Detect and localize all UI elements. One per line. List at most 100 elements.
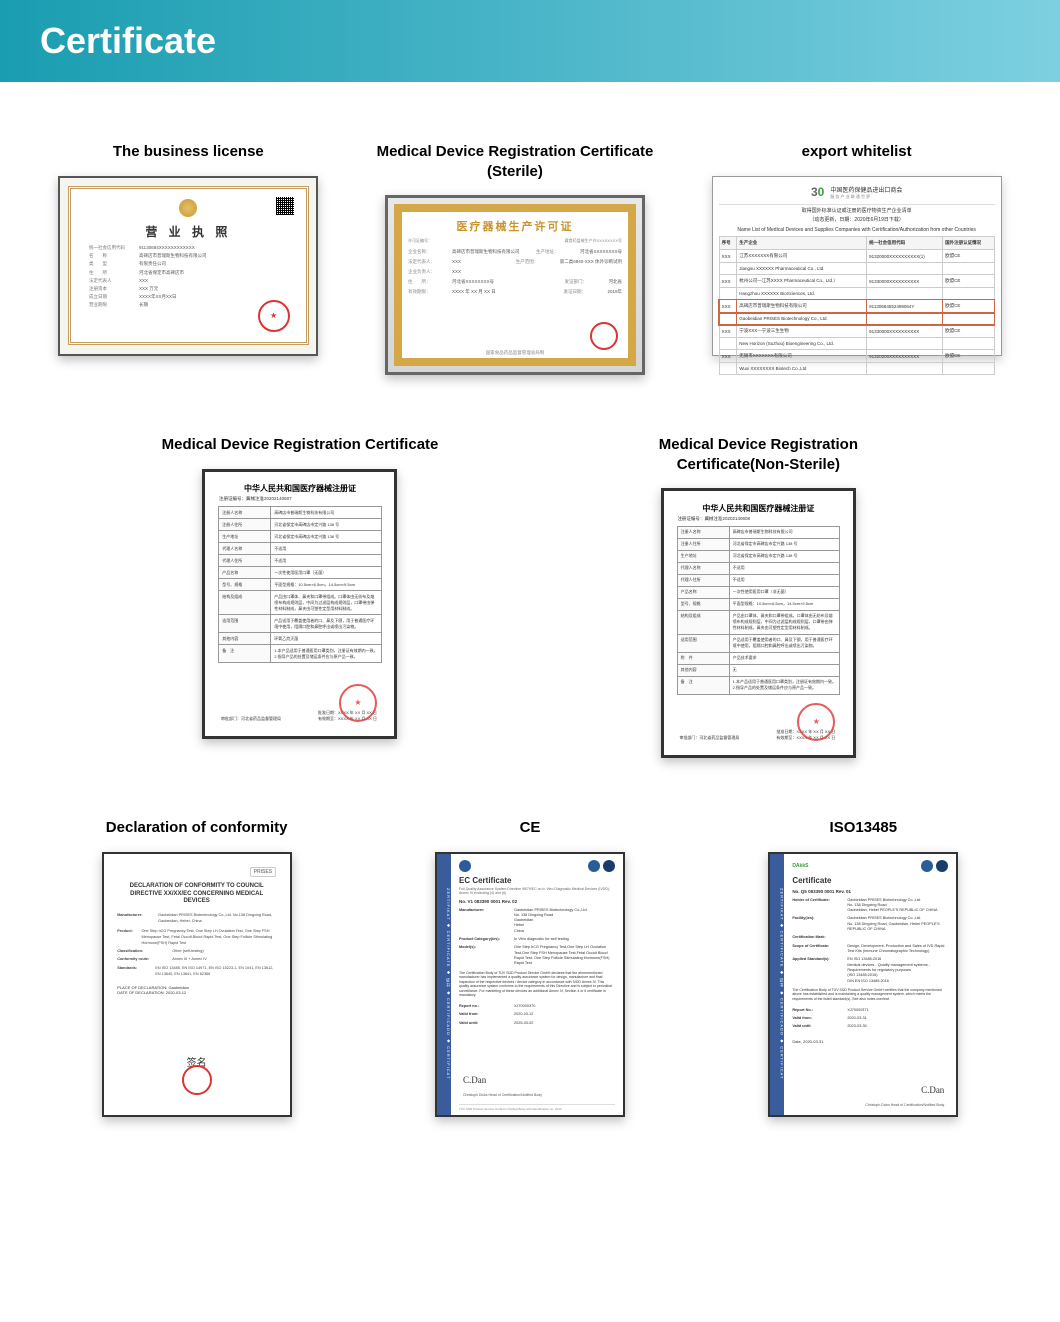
ce-fields: Manufacturer:Gaobeidian PRISES Biotechno… <box>459 908 615 967</box>
cert-row-2: Medical Device Registration Certificate … <box>30 435 1030 758</box>
cert-label: ISO13485 <box>830 818 898 838</box>
doc-date: DATE OF DECLARATION: 2020-03-12 <box>117 990 276 995</box>
cert-ce: CE ZERTIFIKAT ◆ CERTIFICATE ◆ 证书 ◆ CERTI… <box>435 818 625 1117</box>
doc-issuer: 审批部门：河北省药品监督管理局 <box>221 716 281 722</box>
badge-icon <box>588 860 600 872</box>
declaration-doc: PRISES DECLARATION OF CONFORMITY TO COUN… <box>109 859 284 1110</box>
table-header-row: 序号生产企业统一社会信用代码国外注册认证情况 <box>719 237 994 250</box>
cert-row-3: Declaration of conformity PRISES DECLARA… <box>30 818 1030 1117</box>
cert-registration-nonsterile: Medical Device Registration Certificate(… <box>618 435 898 758</box>
tuv-logo-icon <box>459 860 471 872</box>
ce-certificate-doc: ZERTIFIKAT ◆ CERTIFICATE ◆ 证书 ◆ CERTIFIC… <box>437 854 623 1115</box>
iso-body: The Certification Body of TÜV SÜD Produc… <box>792 988 948 1002</box>
signature-name: Christoph Dicks Head of Certification/No… <box>463 1093 542 1097</box>
declaration-fields: Manufacturer:Gaobeidian PRISES Biotechno… <box>117 912 276 977</box>
tuv-sidebar: ZERTIFIKAT ◆ CERTIFICATE ◆ 证书 ◆ CERTIFIC… <box>437 854 451 1115</box>
doc-footer: TÜV SÜD Product Service GmbH is Notified… <box>459 1104 615 1111</box>
doc-subtitle: Full Quality Assurance System Directive … <box>459 887 615 895</box>
ce-body: The Certification Body of TÜV SÜD Produc… <box>459 971 615 998</box>
logo-30-icon: 30 <box>811 185 824 199</box>
doc-heading: 中华人民共和国医疗器械注册证 <box>671 503 845 514</box>
signature: C.Dan <box>921 1085 944 1095</box>
red-seal-icon <box>590 322 618 350</box>
export-subtitle-cn: 取得国外标准认证或注册的医疗物资生产企业清单 <box>719 208 995 215</box>
cert-frame: 中华人民共和国医疗器械注册证 注册证编号：冀械注准20202140608 注册人… <box>661 488 856 758</box>
table-row: XXX杭州公司—江苏XXXX Pharmaceutical Co., Ltd.）… <box>719 275 994 288</box>
table-row: XXX高碑店市普瑞斯生物科技有限公司91130684552499064Y欧盟CE <box>719 300 994 313</box>
cert-registration: Medical Device Registration Certificate … <box>162 435 439 739</box>
doc-footer: 国家食品药品监督管理总局制 <box>402 350 628 356</box>
tuv-main: DAkkS Certificate No. Q5 083390 0001 Rev… <box>784 854 956 1115</box>
cert-label: Medical Device Registration Certificate <box>162 435 439 455</box>
tuv-main: EC Certificate Full Quality Assurance Sy… <box>451 854 623 1115</box>
cert-frame: 营 业 执 照 统一社会信用代码91130684XXXXXXXXXXXX名 称高… <box>58 176 318 356</box>
red-seal-icon <box>182 1065 212 1095</box>
table-row: Hangzhou XXXXXX BioSciences, Ltd. <box>719 288 994 300</box>
cert-export-whitelist: export whitelist 30 中国医药保健品进出口商会 服 务 产 业… <box>712 142 1002 356</box>
doc-heading: 营 业 执 照 <box>79 223 298 240</box>
cert-frame: ZERTIFIKAT ◆ CERTIFICATE ◆ 证书 ◆ CERTIFIC… <box>435 852 625 1117</box>
red-seal-icon <box>797 703 835 741</box>
registration-table: 注册人名称高碑店市普瑞斯生物科技有限公司注册人住所河北省保定市高碑店市定兴路 1… <box>218 506 381 663</box>
cert-iso13485: ISO13485 ZERTIFIKAT ◆ CERTIFICATE ◆ 证书 ◆… <box>768 818 958 1117</box>
cert-label: CE <box>520 818 541 838</box>
export-logo-row: 30 中国医药保健品进出口商会 服 务 产 业 联 通 世 界 <box>719 183 995 205</box>
table-row: Gaobeidian PRISES Biotechnology Co., Ltd… <box>719 313 994 325</box>
doc-number: 注册证编号：冀械注准20202140608 <box>677 516 839 522</box>
table-row: Jiangsu XXXXXX Pharmaceutical Co., Ltd. <box>719 263 994 275</box>
cert-label: The business license <box>113 142 264 162</box>
doc-issuer: 审批部门：河北省药品监督管理局 <box>679 735 739 741</box>
table-row: XXX江苏XXXXXXX有限公司91320000XXXXXXXXXX(1)欧盟C… <box>719 250 994 263</box>
qr-code-icon <box>276 197 294 215</box>
iso-certificate-doc: ZERTIFIKAT ◆ CERTIFICATE ◆ 证书 ◆ CERTIFIC… <box>770 854 956 1115</box>
doc-number: 注册证编号：冀械注准20202140607 <box>219 496 381 502</box>
cert-number: No. V1 083390 0001 Rev. 02 <box>459 899 615 904</box>
cert-frame: PRISES DECLARATION OF CONFORMITY TO COUN… <box>102 852 292 1117</box>
iso-fields: Holder of Certificate:Gaobeidian PRISES … <box>792 898 948 984</box>
permit-label: 许可证编号： <box>408 238 432 244</box>
tuv-badge-icon <box>603 860 615 872</box>
badge-icon <box>921 860 933 872</box>
registration-doc: 中华人民共和国医疗器械注册证 注册证编号：冀械注准20202140608 注册人… <box>671 499 845 747</box>
signature: C.Dan <box>463 1075 486 1085</box>
table-row: XXX无锡市XXXXXXX有限公司91320200XXXXXXXXXX欧盟CE <box>719 350 994 363</box>
cert-frame: 30 中国医药保健品进出口商会 服 务 产 业 联 通 世 界 取得国外标准认证… <box>712 176 1002 356</box>
cert-declaration-conformity: Declaration of conformity PRISES DECLARA… <box>102 818 292 1117</box>
red-seal-icon <box>339 684 377 722</box>
table-body: XXX江苏XXXXXXX有限公司91320000XXXXXXXXXX(1)欧盟C… <box>719 250 994 375</box>
cert-label: Medical Device Registration Certificate(… <box>618 435 898 474</box>
cert-frame: 中华人民共和国医疗器械注册证 注册证编号：冀械注准20202140607 注册人… <box>202 469 397 739</box>
doc-heading: DECLARATION OF CONFORMITY TO COUNCIL DIR… <box>117 883 276 906</box>
cccmhpie-slogan: 服 务 产 业 联 通 世 界 <box>830 194 902 200</box>
cccmhpie-name: 中国医药保健品进出口商会 <box>830 185 902 194</box>
registration-doc: 中华人民共和国医疗器械注册证 注册证编号：冀械注准20202140607 注册人… <box>213 479 387 727</box>
export-subtitle-date: （动态更新，日期：2020年6月19日下载） <box>719 217 995 224</box>
cert-number: No. Q5 083390 0001 Rev. 01 <box>792 889 948 894</box>
cert-frame: 医疗器械生产许可证 许可证编号： 冀食药监械生产许XXXXXXXX号 企业名称：… <box>385 195 645 375</box>
sterile-doc: 医疗器械生产许可证 许可证编号： 冀食药监械生产许XXXXXXXX号 企业名称：… <box>394 204 636 366</box>
cert-business-license: The business license 营 业 执 照 统一社会信用代码911… <box>58 142 318 356</box>
cert-frame: ZERTIFIKAT ◆ CERTIFICATE ◆ 证书 ◆ CERTIFIC… <box>768 852 958 1117</box>
dakks-logo-icon: DAkkS <box>792 863 808 869</box>
business-license-doc: 营 业 执 照 统一社会信用代码91130684XXXXXXXXXXXX名 称高… <box>68 186 309 344</box>
content-area: The business license 营 业 执 照 统一社会信用代码911… <box>0 82 1060 1217</box>
cert-row-1: The business license 营 业 执 照 统一社会信用代码911… <box>30 142 1030 375</box>
table-row: New Horizon (Suzhou) Bioengineering Co.,… <box>719 338 994 350</box>
export-subtitle-en: Name List of Medical Devices and Supplie… <box>719 227 995 234</box>
cert-label: Medical Device Registration Certificate … <box>375 142 655 181</box>
signature-name: Christoph Dicks Head of Certification/No… <box>865 1103 944 1107</box>
registration-table: 注册人名称高碑店市普瑞斯生物科技有限公司注册人住所河北省保定市高碑店市定兴路 1… <box>677 526 840 695</box>
table-row: Wuxi XXXXXXXX Biotech Co.,Ltd <box>719 363 994 375</box>
sterile-fields: 企业名称：高碑店市普瑞斯生物科技有限公司生产地址：河北省XXXXXXXX号法定代… <box>408 247 622 296</box>
doc-heading: Certificate <box>792 876 948 885</box>
tuv-badge-icon <box>936 860 948 872</box>
doc-heading: 医疗器械生产许可证 <box>408 218 622 234</box>
export-whitelist-table: 序号生产企业统一社会信用代码国外注册认证情况 XXX江苏XXXXXXX有限公司9… <box>719 236 995 375</box>
doc-heading: EC Certificate <box>459 876 615 885</box>
cert-label: export whitelist <box>802 142 912 162</box>
doc-heading: 中华人民共和国医疗器械注册证 <box>213 483 387 494</box>
prises-logo-icon: PRISES <box>250 867 276 877</box>
tuv-sidebar: ZERTIFIKAT ◆ CERTIFICATE ◆ 证书 ◆ CERTIFIC… <box>770 854 784 1115</box>
table-row: XXX宁波XXX—宁波三生生物91330000XXXXXXXXXX欧盟CE <box>719 325 994 338</box>
permit-no: 冀食药监械生产许XXXXXXXX号 <box>565 238 622 244</box>
